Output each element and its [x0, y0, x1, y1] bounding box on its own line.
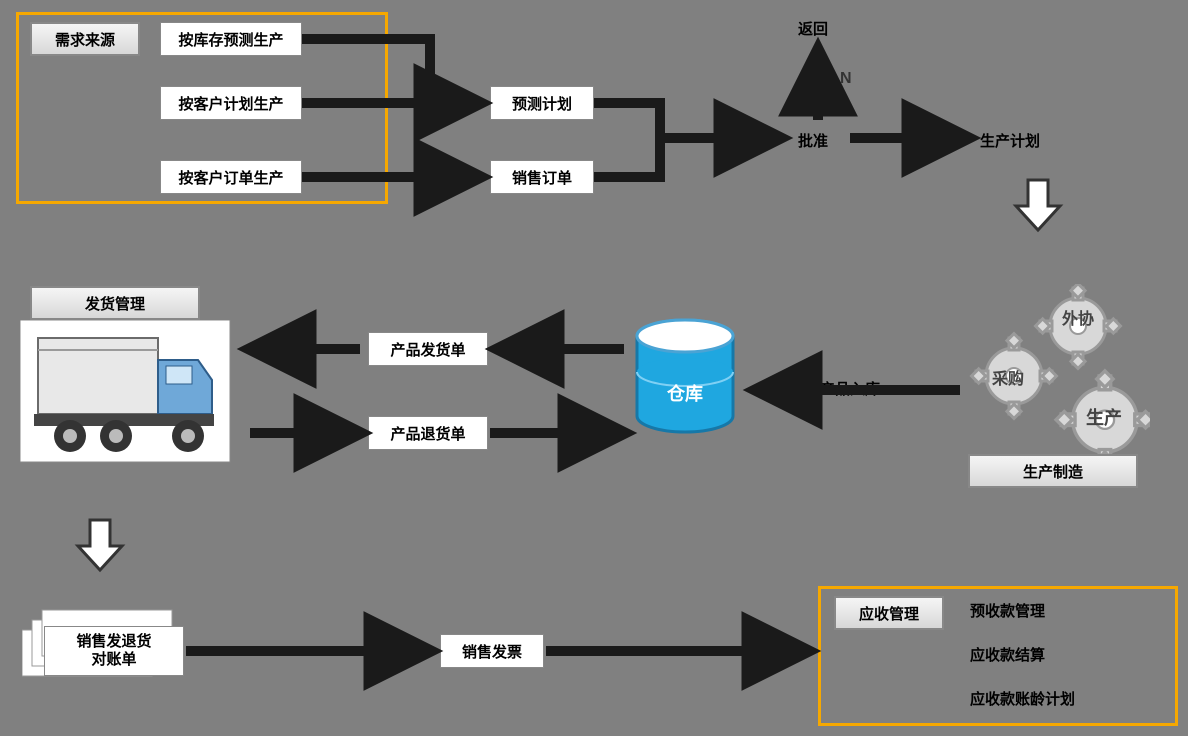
edge-label-N: N: [840, 70, 852, 88]
header-shipping-mgmt: 发货管理: [30, 286, 200, 320]
label-approve: 批准: [798, 130, 828, 151]
label-ar-prepay: 预收款管理: [970, 600, 1045, 621]
svg-text:外协: 外协: [1061, 309, 1094, 328]
label-ar-aging: 应收款账龄计划: [970, 688, 1075, 709]
node-forecast-plan: 预测计划: [490, 86, 594, 120]
header-manufacturing: 生产制造: [968, 454, 1138, 488]
node-ship-doc: 产品发货单: [368, 332, 488, 366]
warehouse-db-icon: 仓库: [630, 318, 740, 448]
edge-label-Y: Y: [918, 116, 929, 134]
node-source-customer-order: 按客户订单生产: [160, 160, 302, 194]
svg-text:仓库: 仓库: [666, 383, 703, 404]
gears-icon: 外协 采购 生产: [960, 284, 1150, 454]
header-ar-mgmt: 应收管理: [834, 596, 944, 630]
label-product-inbound: 产品入库: [820, 378, 880, 399]
label-ar-settle: 应收款结算: [970, 644, 1045, 665]
svg-text:采购: 采购: [991, 369, 1024, 388]
node-sales-order: 销售订单: [490, 160, 594, 194]
truck-icon: [20, 320, 240, 470]
header-demand-source: 需求来源: [30, 22, 140, 56]
diagram-canvas: 需求来源 按库存预测生产 按客户计划生产 按客户订单生产 预测计划 销售订单 返…: [0, 0, 1188, 736]
node-source-inventory: 按库存预测生产: [160, 22, 302, 56]
svg-text:生产: 生产: [1086, 407, 1122, 428]
label-production-plan: 生产计划: [980, 130, 1040, 151]
node-source-customer-plan: 按客户计划生产: [160, 86, 302, 120]
node-reconciliation: 销售发退货 对账单: [44, 626, 184, 676]
label-return: 返回: [798, 18, 828, 39]
node-return-doc: 产品退货单: [368, 416, 488, 450]
node-sales-invoice: 销售发票: [440, 634, 544, 668]
